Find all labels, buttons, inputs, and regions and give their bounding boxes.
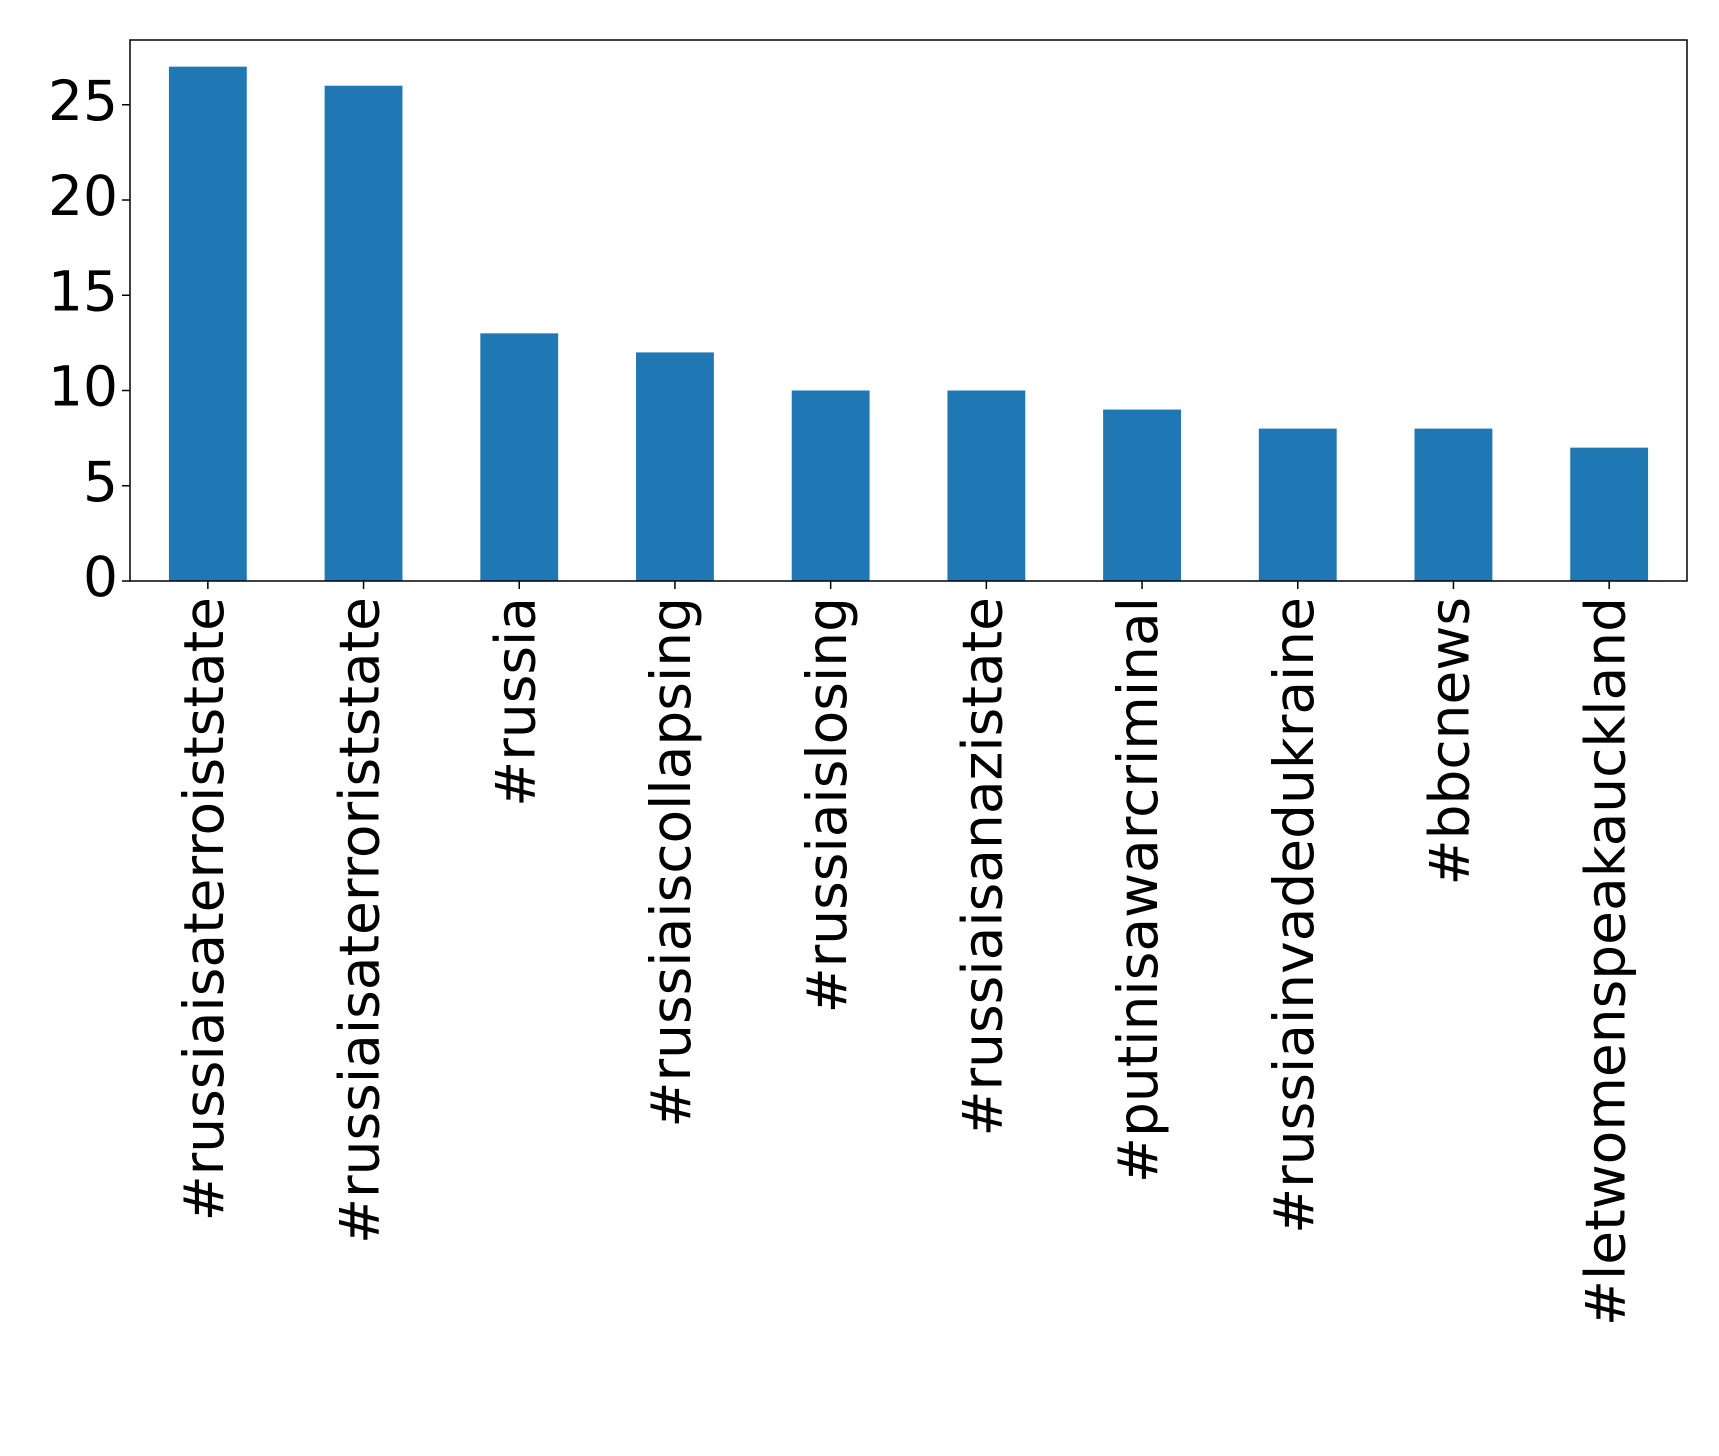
x-tick-label: #russiaisanazistate — [950, 597, 1014, 1137]
x-tick-label: #russiainvadedukraine — [1262, 597, 1326, 1234]
x-tick-label: #russiaisaterroriststate — [328, 597, 392, 1244]
bar — [480, 333, 559, 581]
y-tick-label: 25 — [48, 69, 118, 133]
plot-frame — [129, 39, 1688, 582]
bar — [791, 390, 870, 581]
bar — [1103, 409, 1181, 581]
bar — [636, 352, 714, 581]
x-tick-label: #russiaislosing — [795, 597, 859, 1013]
y-tick-label: 15 — [48, 259, 118, 323]
x-tick-label: #russiaiscollapsing — [639, 597, 703, 1128]
y-tick-label: 0 — [83, 545, 118, 609]
x-tick-label: #letwomenspeakauckland — [1573, 597, 1637, 1326]
x-tick-label: #russiaisaterroiststate — [172, 597, 236, 1221]
x-tick-label: #bbcnews — [1418, 597, 1482, 885]
y-tick-label: 5 — [83, 450, 118, 514]
y-tick-label: 10 — [48, 355, 118, 419]
x-tick-label: #putinisawarcriminal — [1106, 597, 1170, 1183]
bar — [1414, 428, 1493, 581]
bar — [1570, 447, 1649, 581]
bar — [947, 390, 1026, 581]
x-tick-label: #russia — [483, 597, 547, 807]
bar — [168, 66, 247, 582]
y-tick-label: 20 — [48, 164, 118, 228]
bar — [1258, 428, 1337, 581]
bar — [324, 85, 403, 581]
